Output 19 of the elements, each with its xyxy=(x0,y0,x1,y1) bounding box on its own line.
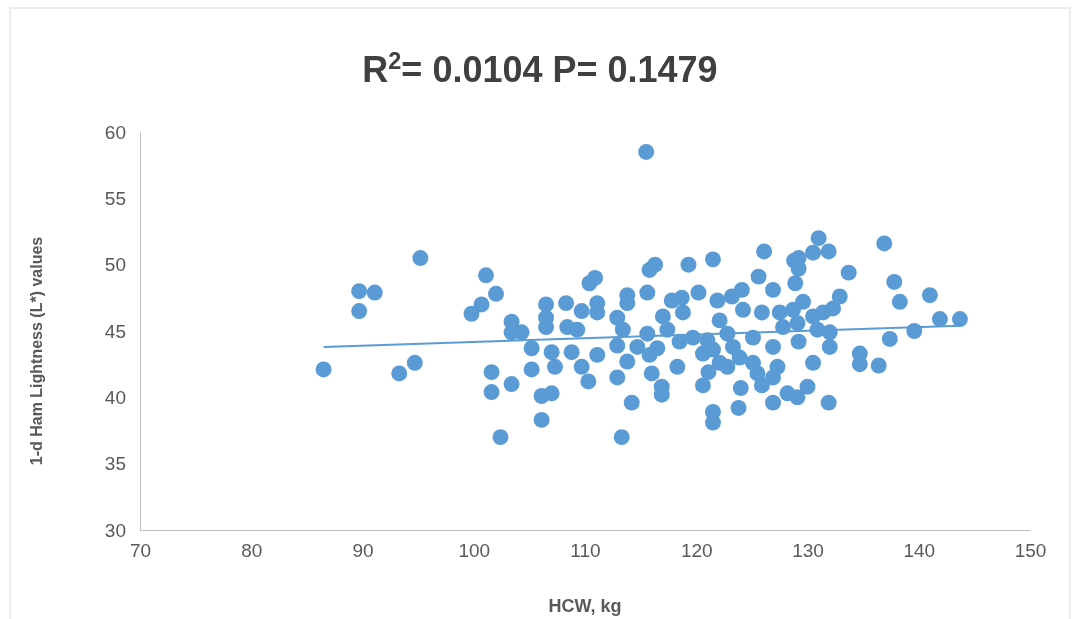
y-tick-label: 35 xyxy=(104,453,126,475)
x-tick-label: 130 xyxy=(792,540,824,562)
y-tick-label: 30 xyxy=(104,519,126,541)
y-tick-label: 40 xyxy=(104,386,126,408)
x-axis-title: HCW, kg xyxy=(548,596,622,616)
y-tick-label: 50 xyxy=(104,254,126,276)
x-tick-label: 140 xyxy=(903,540,936,562)
x-tick-label: 100 xyxy=(458,540,491,562)
x-tick-label: 110 xyxy=(570,540,601,562)
x-tick-label: 70 xyxy=(129,540,152,562)
x-tick-label: 90 xyxy=(352,540,374,562)
y-axis-title: 1-d Ham Lightness (L*) values xyxy=(28,236,45,466)
x-tick-label: 150 xyxy=(1014,540,1047,562)
x-tick-label: 80 xyxy=(241,540,263,562)
y-tick-label: 55 xyxy=(104,187,126,209)
y-tick-label: 45 xyxy=(104,320,126,342)
x-tick-label: 120 xyxy=(680,540,713,562)
y-tick-label: 60 xyxy=(104,121,126,143)
chart-title: R$^{2}$= 0.0104 P= 0.1479 xyxy=(362,48,718,90)
